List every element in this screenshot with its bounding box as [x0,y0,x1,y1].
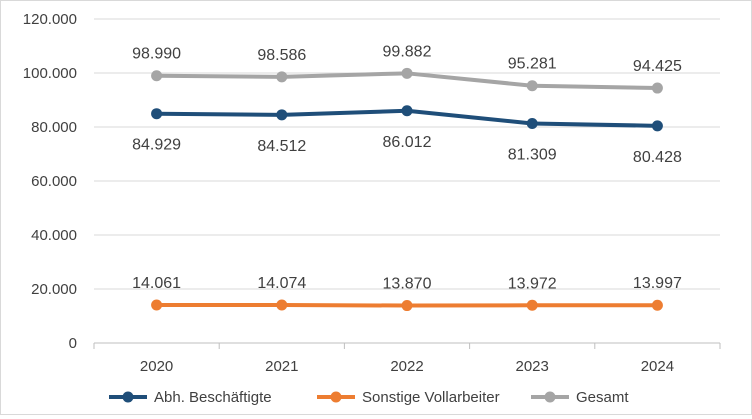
y-tick-label: 20.000 [31,281,77,298]
data-point [276,109,288,121]
data-point [401,105,413,117]
y-axis-ticks: 0 20.000 40.000 60.000 80.000 100.000 120.000 [23,11,77,352]
data-label: 13.997 [633,275,682,292]
x-tick-label: 2023 [516,358,549,375]
data-label: 13.870 [383,276,432,293]
data-point [526,117,538,129]
legend-label: Sonstige Vollarbeiter [362,389,500,406]
y-tick-label: 120.000 [23,11,77,28]
data-labels: 84.929 84.512 86.012 81.309 80.428 14.061 14.0… [132,43,682,292]
data-label: 95.281 [508,56,557,73]
data-label: 81.309 [508,146,557,163]
data-point [651,299,663,311]
data-point [151,299,163,311]
data-label: 13.972 [508,275,557,292]
x-axis: 2020 2021 2022 2023 2024 [93,342,721,375]
data-label: 94.425 [633,58,682,75]
data-label: 80.428 [633,149,682,166]
data-point [651,120,663,132]
series-lines [151,67,663,312]
legend-label: Gesamt [576,389,629,406]
data-point [401,67,413,79]
x-tick-label: 2024 [641,358,674,375]
data-label: 84.512 [257,138,306,155]
legend-swatch-marker [122,391,134,403]
data-point [276,299,288,311]
data-label: 99.882 [383,43,432,60]
legend-swatch-marker [544,391,556,403]
x-tick-label: 2021 [265,358,298,375]
data-point [526,299,538,311]
data-label: 14.061 [132,275,181,292]
y-tick-label: 40.000 [31,227,77,244]
data-label: 98.990 [132,46,181,63]
data-point [526,80,538,92]
y-tick-label: 80.000 [31,119,77,136]
data-point [651,82,663,94]
data-label: 86.012 [383,134,432,151]
legend-swatch-marker [330,391,342,403]
data-point [401,300,413,312]
y-tick-label: 0 [69,335,77,352]
data-point [151,108,163,120]
data-point [151,70,163,82]
data-label: 14.074 [257,275,306,292]
legend: Abh. Beschäftigte Sonstige Vollarbeiter Ge… [109,389,629,406]
data-point [276,71,288,83]
y-tick-label: 60.000 [31,173,77,190]
legend-label: Abh. Beschäftigte [154,389,272,406]
data-label: 84.929 [132,137,181,154]
data-label: 98.586 [257,47,306,64]
y-tick-label: 100.000 [23,65,77,82]
x-tick-label: 2020 [140,358,173,375]
x-tick-label: 2022 [390,358,423,375]
